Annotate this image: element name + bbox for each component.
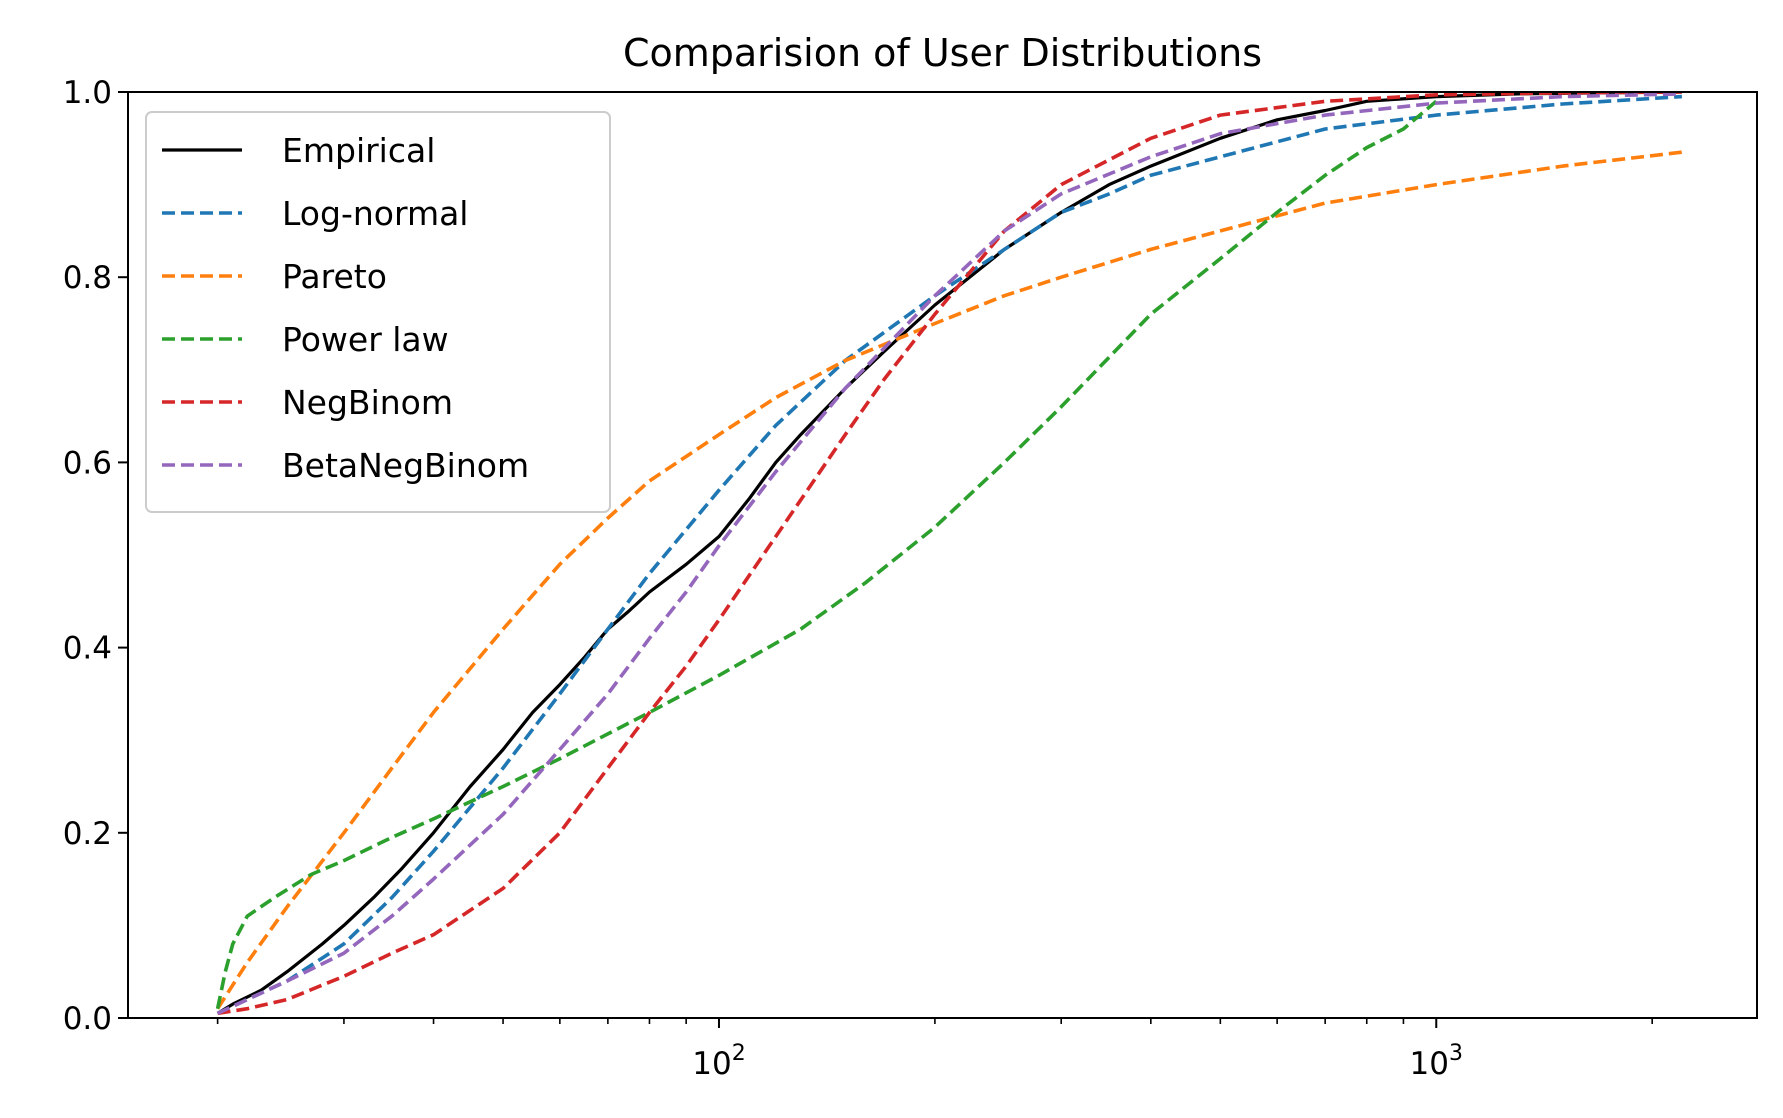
series-line-negbinom xyxy=(217,92,1682,1016)
y-tick-label: 0.4 xyxy=(63,631,112,667)
chart-title: Comparision of User Distributions xyxy=(623,31,1262,75)
legend-label: Pareto xyxy=(282,257,387,296)
y-axis: 0.0 0.2 0.4 0.6 0.8 1.0 xyxy=(63,75,128,1037)
x-tick-label: 102 xyxy=(692,1041,745,1082)
legend-label: BetaNegBinom xyxy=(282,446,529,485)
x-axis: 102 103 xyxy=(216,1018,1653,1082)
series-line-power-law xyxy=(215,99,1438,1010)
y-tick-label: 0.0 xyxy=(63,1001,112,1037)
x-tick-label: 103 xyxy=(1410,1041,1463,1082)
legend-label: Empirical xyxy=(282,131,435,170)
legend-label: NegBinom xyxy=(282,383,453,422)
legend: Empirical Log-normal Pareto Power law NegBin… xyxy=(145,111,611,513)
y-tick-label: 1.0 xyxy=(63,75,112,111)
series-line-log-normal xyxy=(216,94,1683,1016)
y-tick-label: 0.2 xyxy=(63,816,112,852)
series-line-pareto xyxy=(216,150,1683,1010)
legend-label: Power law xyxy=(282,320,449,359)
legend-box xyxy=(145,111,611,513)
legend-label: Log-normal xyxy=(282,194,468,233)
y-tick-label: 0.8 xyxy=(63,260,112,296)
y-tick-label: 0.6 xyxy=(63,445,112,481)
series-layer xyxy=(215,92,1683,1016)
axes-frame xyxy=(127,91,1758,1019)
series-line-empirical xyxy=(216,92,1682,1015)
series-line-betanegbinom xyxy=(216,92,1682,1016)
